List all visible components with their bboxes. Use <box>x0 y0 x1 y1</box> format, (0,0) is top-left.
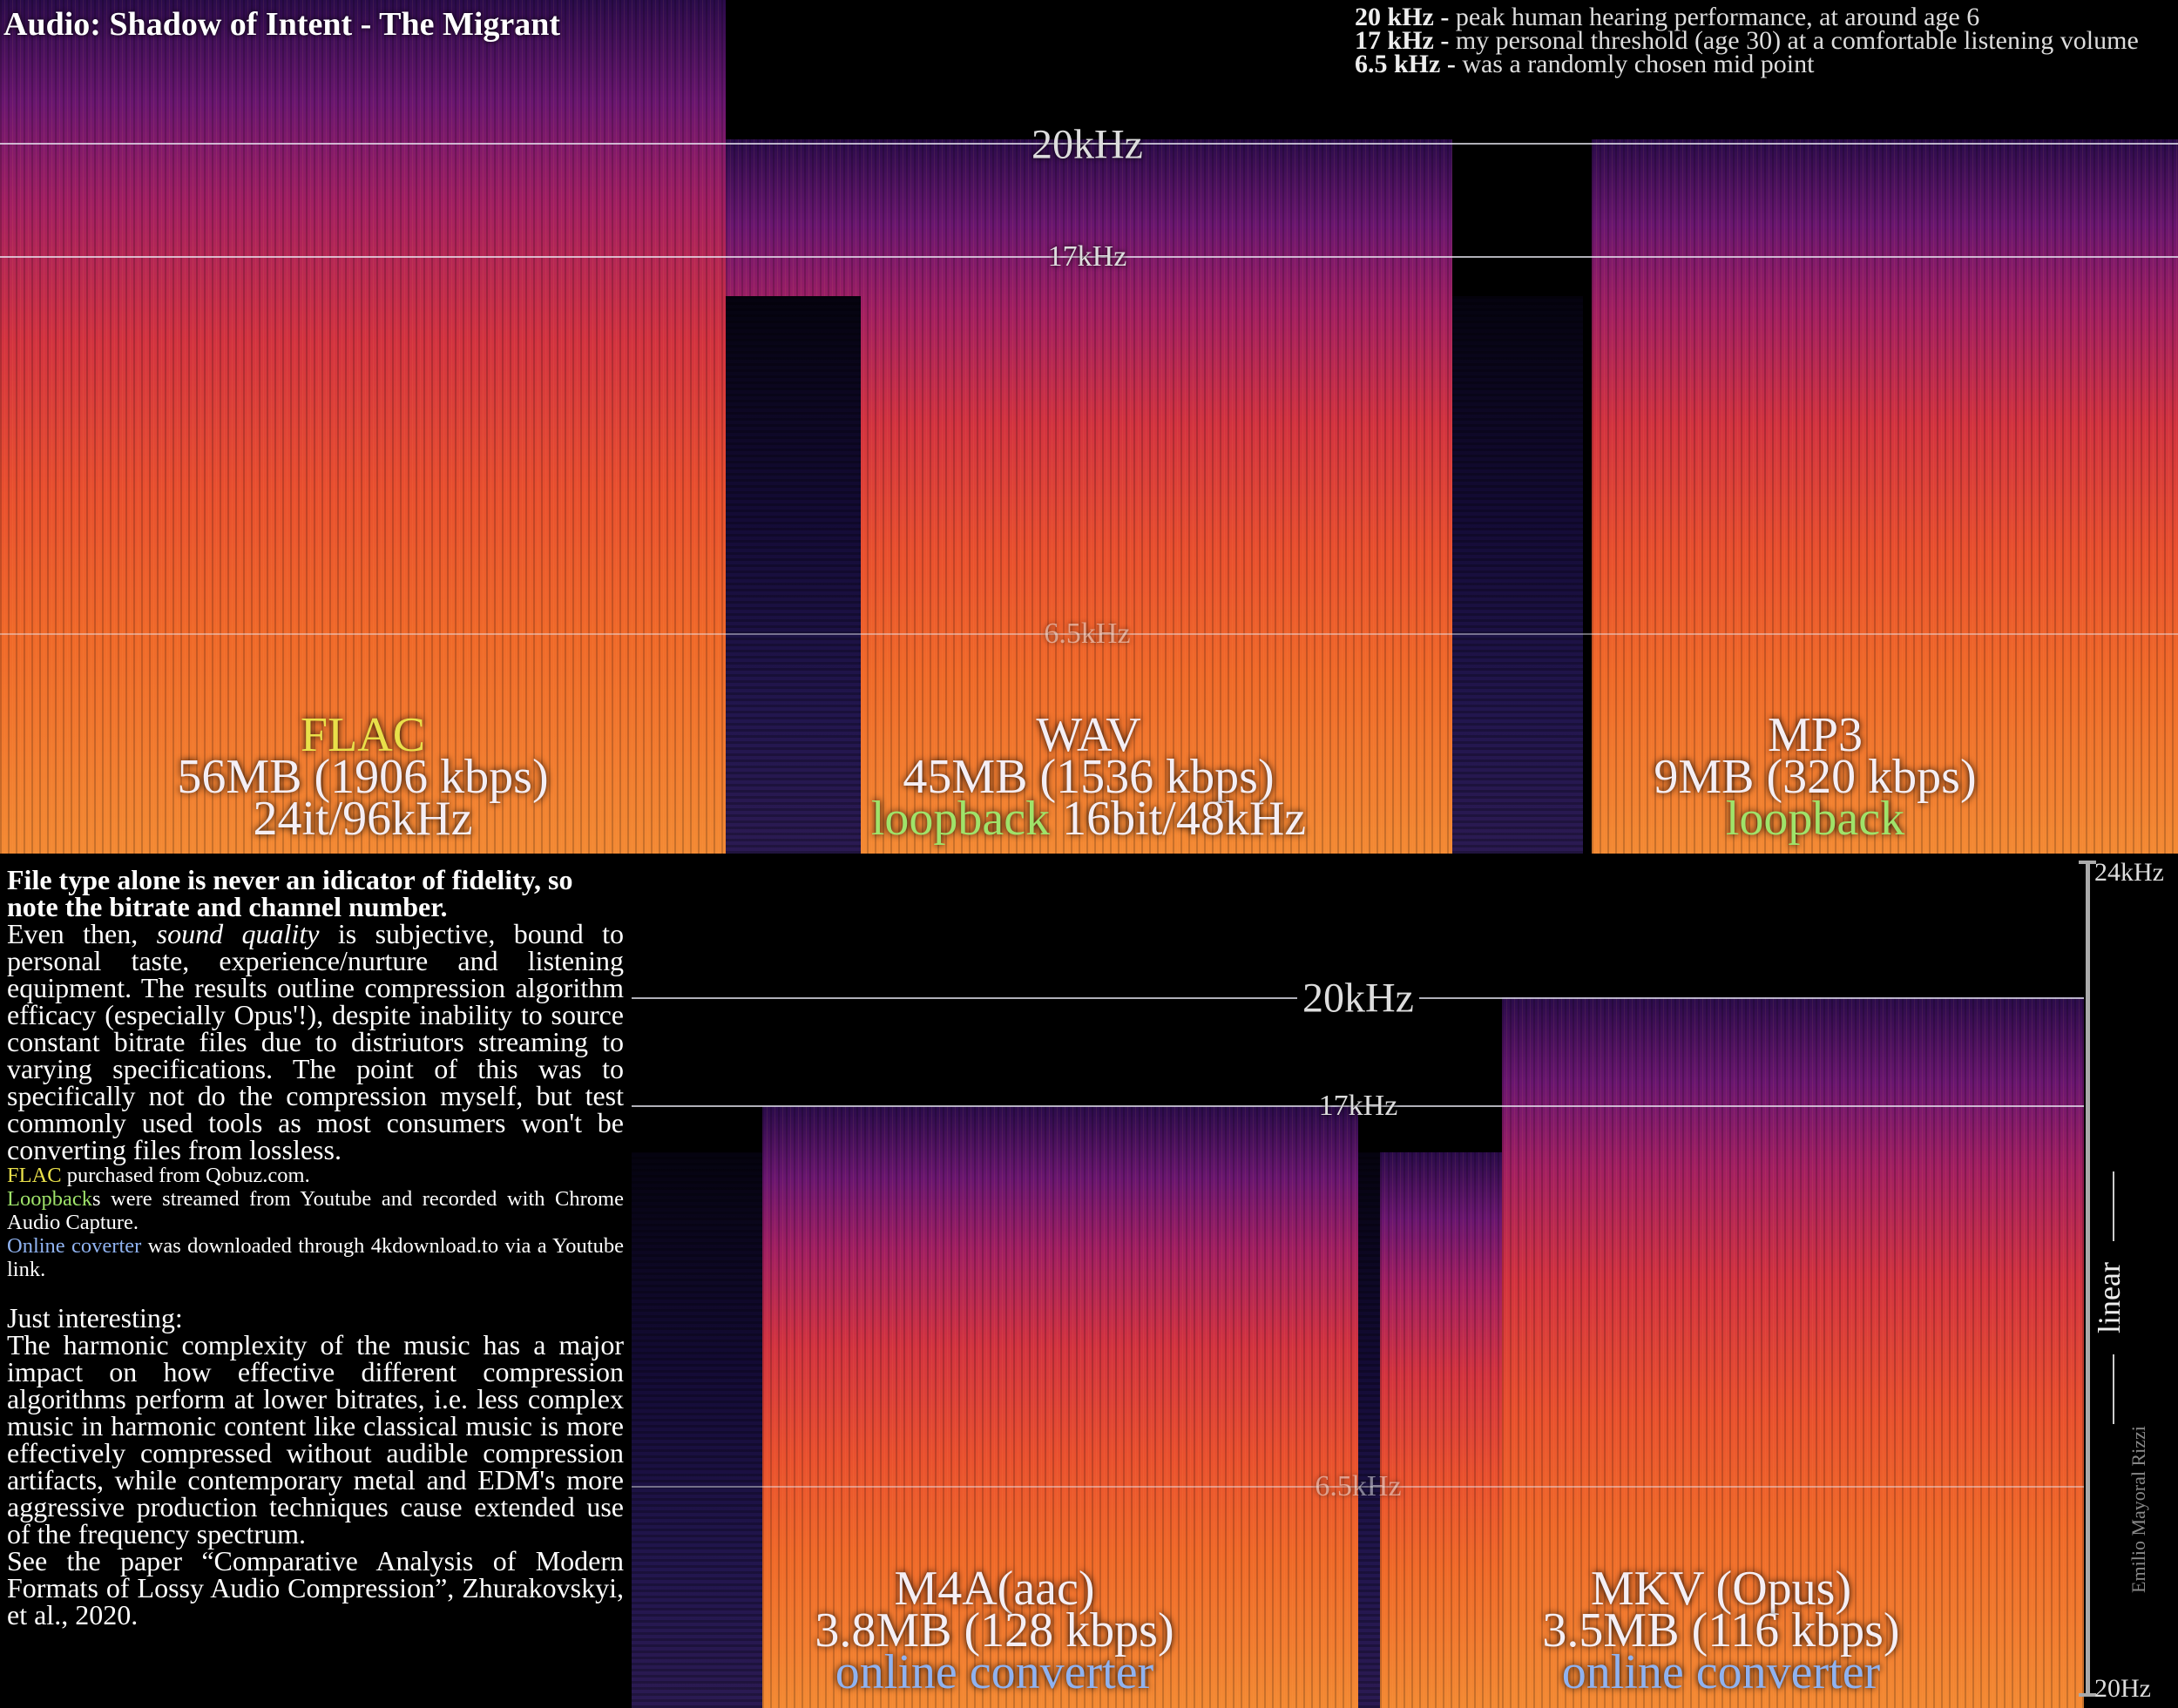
format: M4A(aac) <box>894 1562 1095 1616</box>
text: was downloaded through 4kdownload.to via… <box>7 1234 624 1281</box>
aside: The harmonic complexity of the music has… <box>7 1329 624 1549</box>
source: loopback <box>1725 792 1905 846</box>
note: 20 kHz - peak human hearing performance,… <box>1355 3 2139 31</box>
scale-top: 24kHz <box>2094 858 2164 887</box>
title: Audio: Shadow of Intent - The Migrant <box>3 6 561 43</box>
frequency-line <box>0 256 2178 258</box>
frequency-label: 6.5kHz <box>1315 1470 1402 1502</box>
emphasis: sound quality <box>156 918 320 949</box>
frequency-label: 17kHz <box>1318 1090 1398 1122</box>
source-name: FLAC <box>7 1164 62 1187</box>
detail: loopback 16bit/48kHz <box>726 794 1451 843</box>
frequency-label: 6.5kHz <box>1044 618 1131 650</box>
scale-cap <box>2079 1693 2096 1697</box>
spectrogram-m4a <box>632 861 1358 1708</box>
source-name: Online coverter <box>7 1234 142 1258</box>
scale-cap <box>2079 861 2096 864</box>
source-name: Loopback <box>7 1187 92 1211</box>
caption: FLAC 56MB (1906 kbps) 24it/96kHz <box>0 708 726 846</box>
format: MKV (Opus) <box>1590 1562 1852 1616</box>
caption: MP3 9MB (320 kbps) loopback <box>1452 708 2178 846</box>
reference: See the paper “Comparative Analysis of M… <box>7 1545 624 1630</box>
source: online converter <box>835 1645 1154 1699</box>
frequency-line <box>0 633 2178 635</box>
size: 9MB (320 kbps) <box>1654 750 1977 804</box>
text: Even then, <box>7 918 157 949</box>
spectrogram-flac <box>0 0 726 854</box>
frequency-line <box>632 1486 2084 1488</box>
spec: 24it/96kHz <box>253 792 473 846</box>
spectrogram-mkv <box>1358 861 2084 1708</box>
note-key: 6.5 kHz - <box>1355 50 1456 78</box>
size: 3.5MB (116 kbps) <box>1542 1603 1900 1657</box>
source: loopback <box>870 792 1051 846</box>
note-text: my personal threshold (age 30) at a comf… <box>1455 26 2139 55</box>
caption: WAV 45MB (1536 kbps) loopback 16bit/48kH… <box>726 708 1451 843</box>
credit: Emilio Mayoral Rizzi <box>2127 1426 2149 1593</box>
frequency-label: 20kHz <box>1297 974 1419 1023</box>
source: online converter <box>1561 1645 1881 1699</box>
text-column: File type alone is never an idicator of … <box>7 864 625 1630</box>
frequency-label: 20kHz <box>1032 121 1143 168</box>
spectrogram-mp3 <box>1452 0 2178 854</box>
source-note: Loopbacks were streamed from Youtube and… <box>7 1187 624 1234</box>
text: is subjective, bound to personal taste, … <box>7 918 625 1165</box>
caption: M4A(aac) 3.8MB (128 kbps) online convert… <box>632 1562 1357 1699</box>
aside-title: Just interesting: <box>7 1302 183 1333</box>
source-note: FLAC purchased from Qobuz.com. <box>7 1164 624 1187</box>
notes: 20 kHz - peak human hearing performance,… <box>1355 3 2139 78</box>
text: purchased from Qobuz.com. <box>61 1164 310 1187</box>
note-text: was a randomly chosen mid point <box>1462 50 1815 78</box>
spectrogram-wav <box>726 0 1452 854</box>
spec: 16bit/48kHz <box>1062 792 1307 846</box>
frequency-line <box>0 143 2178 145</box>
scale-bar <box>2086 862 2090 1695</box>
note-text: peak human hearing performance, at aroun… <box>1455 3 1980 31</box>
format: MP3 <box>1768 708 1863 762</box>
text: s were streamed from Youtube and recorde… <box>7 1187 624 1234</box>
source-note: Online coverter was downloaded through 4… <box>7 1234 624 1281</box>
size: 45MB (1536 kbps) <box>903 750 1275 804</box>
heading: File type alone is never an idicator of … <box>7 864 573 922</box>
note-key: 17 kHz - <box>1355 26 1450 55</box>
format: FLAC <box>300 708 426 762</box>
size: 56MB (1906 kbps) <box>177 750 549 804</box>
scale-bottom: 20Hz <box>2094 1674 2151 1703</box>
frequency-label: 17kHz <box>1047 240 1127 273</box>
size: 3.8MB (128 kbps) <box>815 1603 1174 1657</box>
caption: MKV (Opus) 3.5MB (116 kbps) online conve… <box>1358 1562 2084 1699</box>
scale-mode: linear <box>2091 1241 2134 1354</box>
note: 17 kHz - my personal threshold (age 30) … <box>1355 26 2139 55</box>
note-key: 20 kHz - <box>1355 3 1450 31</box>
format: WAV <box>1036 708 1141 762</box>
frequency-line <box>632 1105 2084 1107</box>
note: 6.5 kHz - was a randomly chosen mid poin… <box>1355 50 2139 78</box>
intro: Even then, sound quality is subjective, … <box>7 918 625 1165</box>
